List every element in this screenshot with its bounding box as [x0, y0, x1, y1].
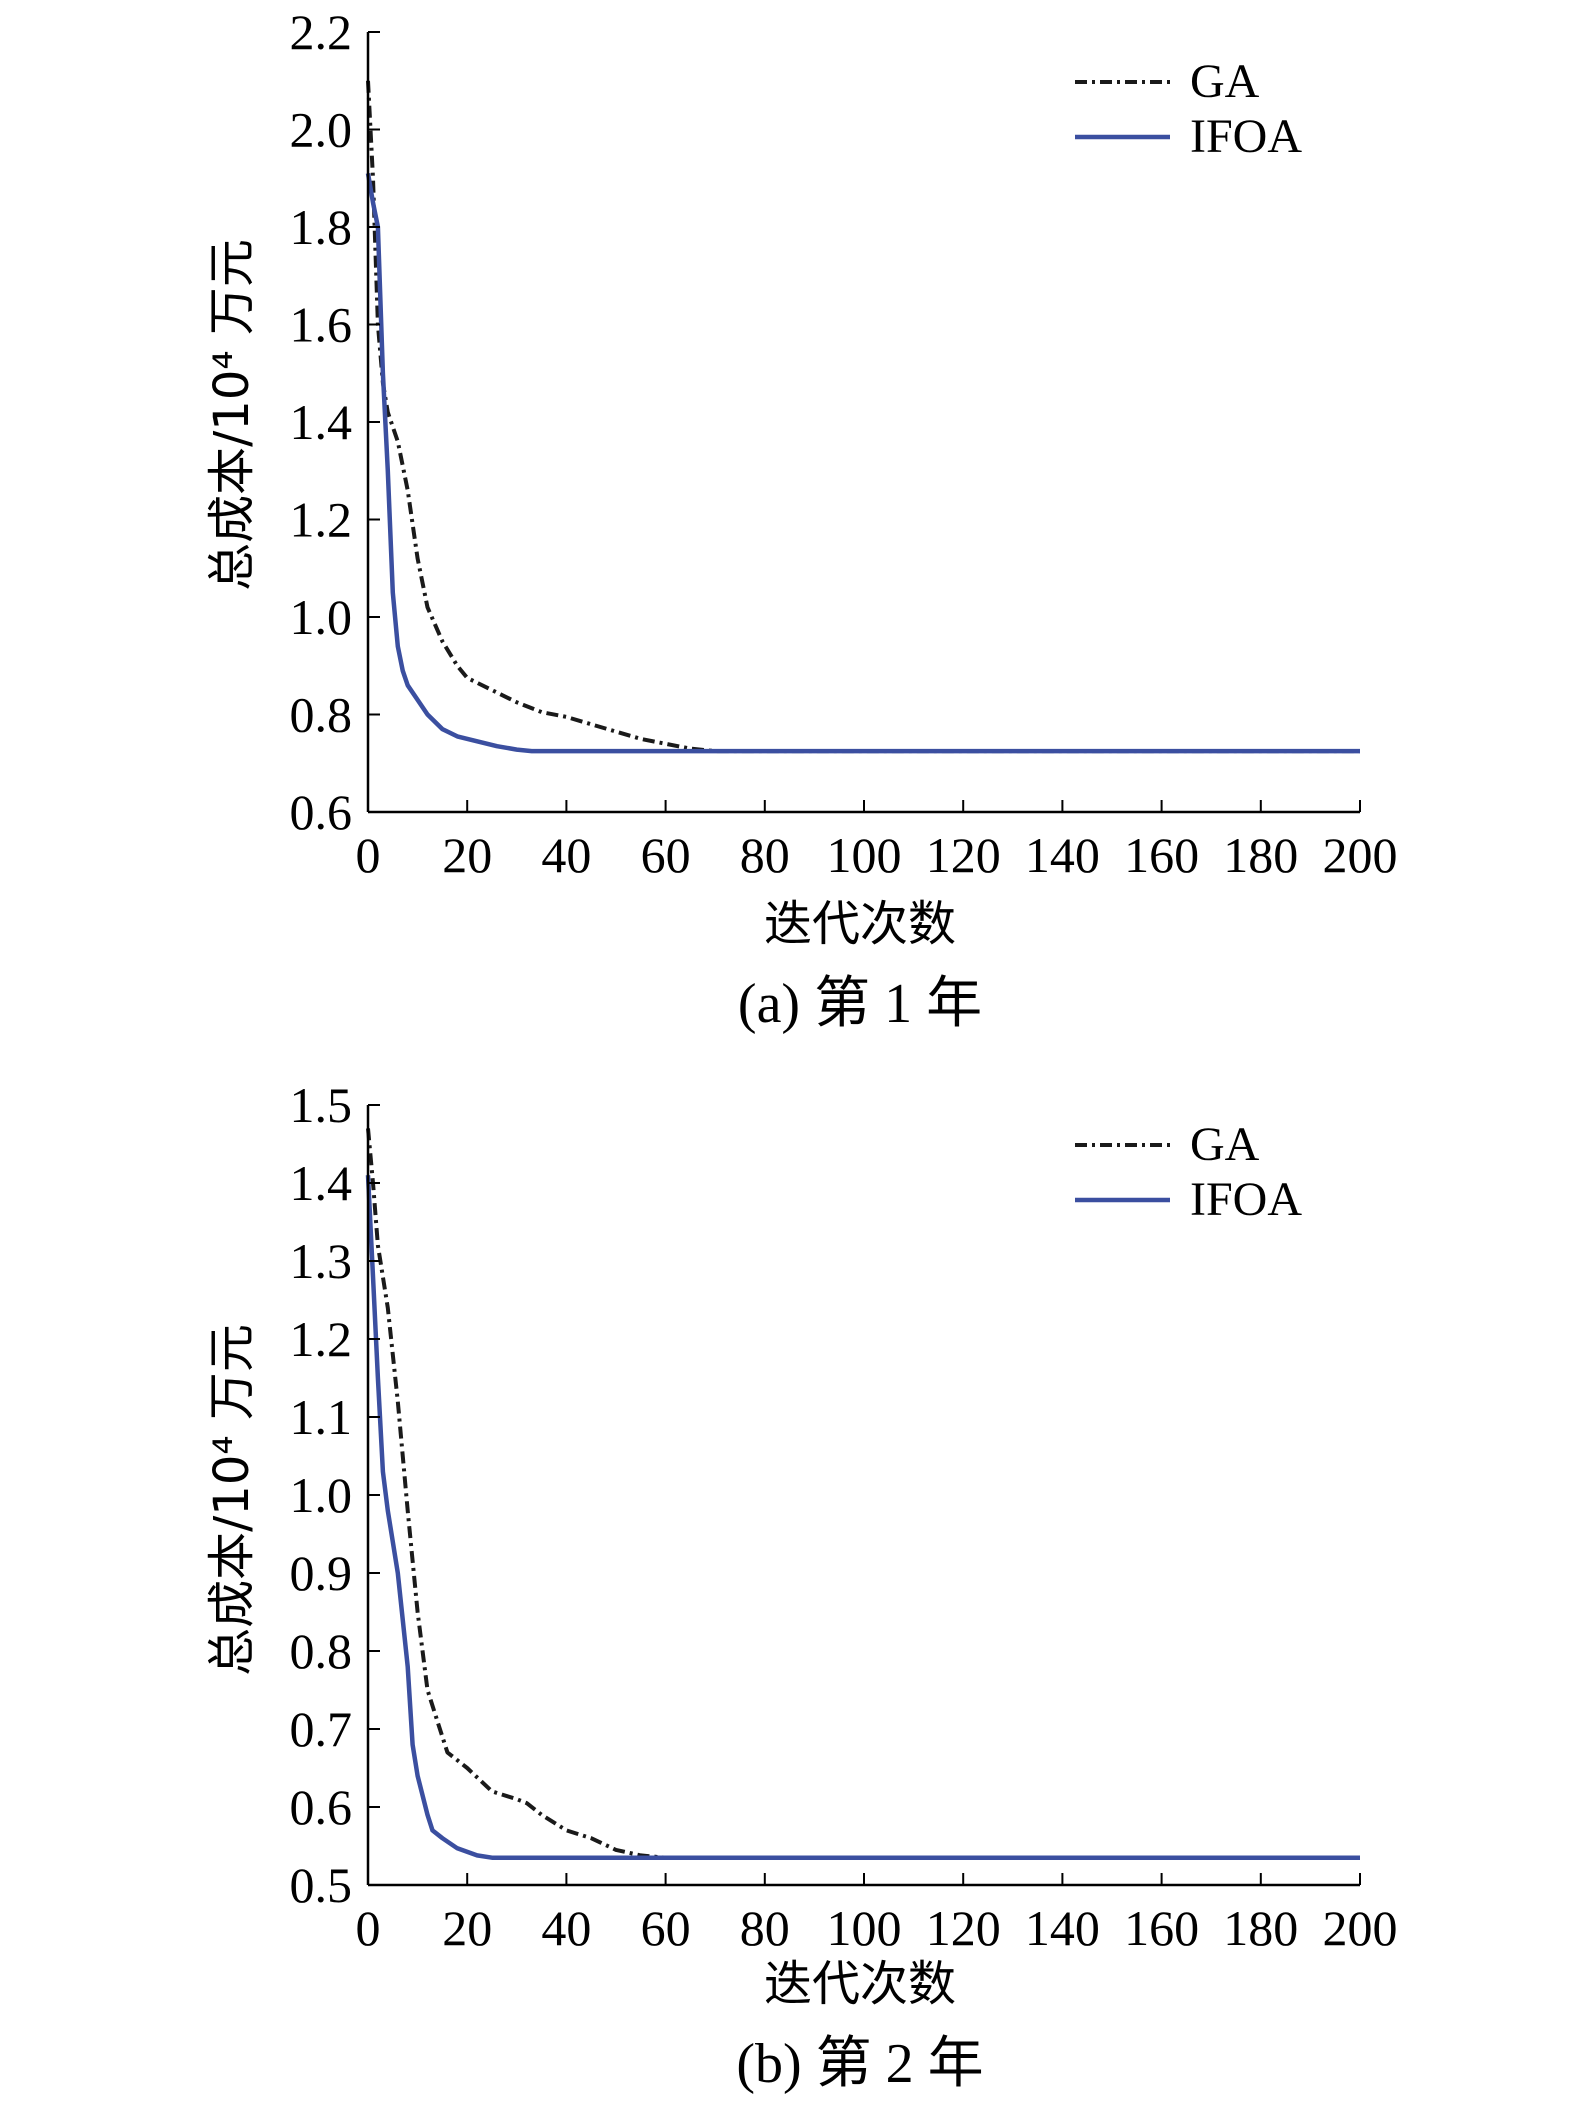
x-tick-label: 140 [1025, 827, 1100, 883]
x-tick-label: 140 [1025, 1900, 1100, 1956]
y-tick-label: 1.8 [290, 199, 353, 255]
y-tick-label: 1.6 [290, 297, 353, 353]
x-tick-label: 80 [740, 827, 790, 883]
series-line-ifoa [365, 1175, 1360, 1860]
y-tick-label: 0.6 [290, 1779, 353, 1835]
x-tick-label: 120 [926, 827, 1001, 883]
chart-panel-year-2: 0.5 0.6 0.7 0.8 0.9 1.0 1.1 1.2 1.3 1.4 1.5 0 20 40 60… [0, 1050, 1575, 2101]
series-line-ga [366, 1128, 1360, 1860]
x-axis-title: 迭代次数 [764, 1956, 956, 2012]
legend-label-ga: GA [1190, 1118, 1260, 1171]
x-tick-label: 0 [356, 1900, 381, 1956]
y-axis-title: 总成本/10⁴ 万元 [204, 1324, 260, 1676]
x-tick-label: 180 [1223, 827, 1298, 883]
y-tick-label: 2.0 [290, 102, 353, 158]
x-tick-label: 40 [541, 827, 591, 883]
series-line-ifoa [365, 173, 1360, 754]
legend-label-ifoa: IFOA [1190, 110, 1302, 163]
y-tick-label: 1.4 [290, 1155, 353, 1211]
y-tick-label: 0.5 [290, 1857, 353, 1913]
y-tick-label: 0.6 [290, 784, 353, 840]
legend-label-ga: GA [1190, 55, 1260, 108]
y-tick-label: 1.3 [290, 1233, 353, 1289]
y-axis-title: 总成本/10⁴ 万元 [204, 239, 260, 591]
y-tick-label: 0.9 [290, 1545, 353, 1601]
chart-panel-year-1: 0.6 0.8 1.0 1.2 1.4 1.6 1.8 2.0 2.2 0 20 40 60 80 100 1… [0, 0, 1575, 1050]
x-tick-label: 200 [1323, 1900, 1398, 1956]
y-tick-label: 1.0 [290, 589, 353, 645]
series-line-ga [366, 80, 1360, 754]
x-tick-label: 200 [1323, 827, 1398, 883]
chart-year-1: 0.6 0.8 1.0 1.2 1.4 1.6 1.8 2.0 2.2 0 20 40 60 80 100 1… [204, 4, 1398, 1035]
legend-label-ifoa: IFOA [1190, 1173, 1302, 1226]
x-tick-label: 160 [1124, 1900, 1199, 1956]
x-axis-title: 迭代次数 [764, 896, 956, 952]
y-tick-label: 1.2 [290, 492, 353, 548]
chart-caption: (b) 第 2 年 [736, 2033, 983, 2095]
y-tick-label: 1.0 [290, 1467, 353, 1523]
x-tick-label: 160 [1124, 827, 1199, 883]
x-tick-label: 100 [827, 1900, 902, 1956]
y-tick-label: 2.2 [290, 4, 353, 60]
y-tick-label: 1.5 [290, 1077, 353, 1133]
chart-caption: (a) 第 1 年 [738, 973, 982, 1035]
chart-year-2: 0.5 0.6 0.7 0.8 0.9 1.0 1.1 1.2 1.3 1.4 1.5 0 20 40 60… [204, 1077, 1398, 2095]
x-tick-label: 100 [827, 827, 902, 883]
x-tick-label: 20 [442, 1900, 492, 1956]
y-tick-label: 1.2 [290, 1311, 353, 1367]
y-tick-label: 1.1 [290, 1389, 353, 1445]
y-tick-label: 0.8 [290, 1623, 353, 1679]
x-tick-label: 80 [740, 1900, 790, 1956]
y-tick-label: 0.8 [290, 687, 353, 743]
x-tick-label: 180 [1223, 1900, 1298, 1956]
x-tick-label: 0 [356, 827, 381, 883]
y-tick-label: 0.7 [290, 1701, 353, 1757]
x-tick-label: 40 [541, 1900, 591, 1956]
y-tick-label: 1.4 [290, 394, 353, 450]
x-tick-label: 60 [641, 827, 691, 883]
x-tick-label: 20 [442, 827, 492, 883]
x-tick-label: 120 [926, 1900, 1001, 1956]
x-tick-label: 60 [641, 1900, 691, 1956]
